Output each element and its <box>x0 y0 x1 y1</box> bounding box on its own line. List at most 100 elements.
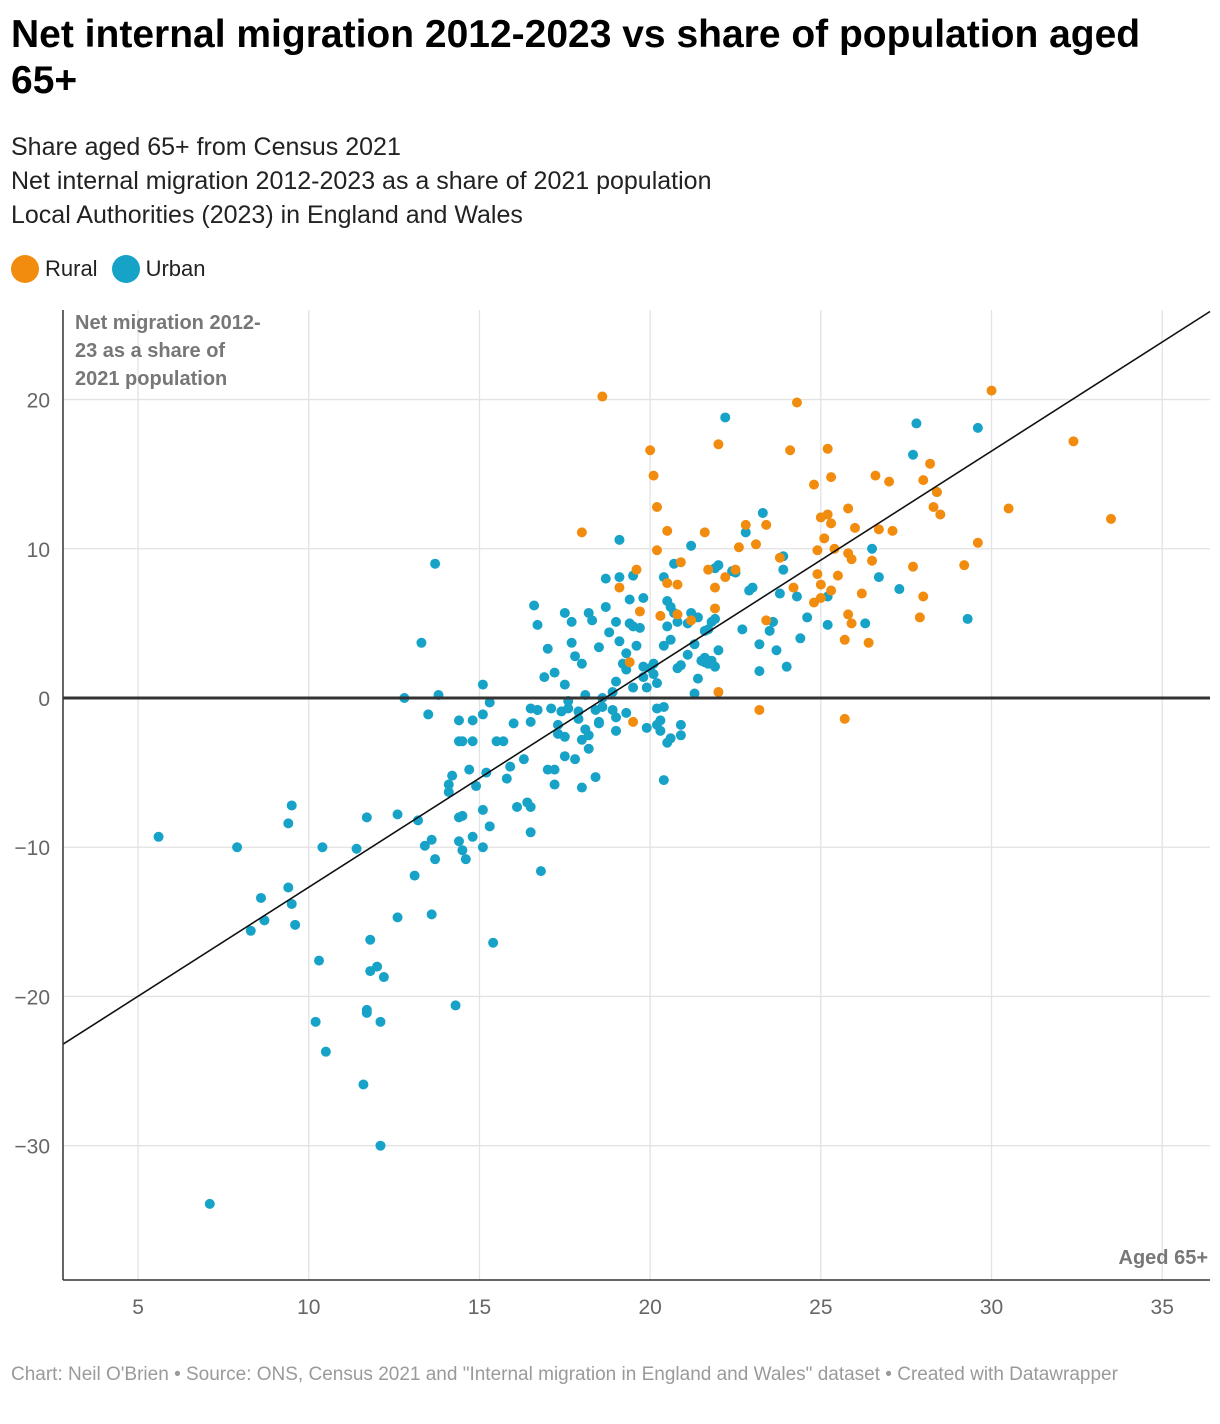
data-point-rural <box>699 527 710 538</box>
data-point-urban <box>675 730 686 741</box>
data-point-rural <box>843 609 854 620</box>
data-point-rural <box>1003 503 1014 514</box>
data-point-urban <box>583 730 594 741</box>
data-point-rural <box>826 472 837 483</box>
data-point-urban <box>737 624 748 635</box>
data-point-rural <box>832 570 843 581</box>
data-point-rural <box>785 445 796 456</box>
data-point-urban <box>375 1016 386 1027</box>
data-point-urban <box>583 743 594 754</box>
data-point-urban <box>286 898 297 909</box>
data-point-urban <box>290 919 301 930</box>
data-point-rural <box>822 443 833 454</box>
data-point-urban <box>665 733 676 744</box>
legend-swatch-urban <box>111 255 140 283</box>
data-point-urban <box>570 651 581 662</box>
data-point-rural <box>651 545 662 556</box>
data-point-urban <box>566 637 577 648</box>
data-point-rural <box>1068 436 1079 447</box>
data-point-rural <box>662 578 673 589</box>
data-point-rural <box>645 445 656 456</box>
data-point-urban <box>467 831 478 842</box>
data-point-urban <box>426 834 437 845</box>
data-point-urban <box>611 725 622 736</box>
data-point-rural <box>843 503 854 514</box>
data-point-urban <box>378 972 389 983</box>
data-point-urban <box>614 534 625 545</box>
data-point-urban <box>720 412 731 423</box>
data-point-rural <box>846 554 857 565</box>
data-point-urban <box>774 588 785 599</box>
data-point-urban <box>464 764 475 775</box>
subtitle-line-2: Net internal migration 2012-2023 as a sh… <box>11 167 712 195</box>
data-point-urban <box>423 709 434 720</box>
data-point-urban <box>764 625 775 636</box>
data-point-urban <box>204 1198 215 1209</box>
data-point-urban <box>314 955 325 966</box>
data-point-urban <box>710 661 721 672</box>
data-point-urban <box>467 736 478 747</box>
x-tick-label: 35 <box>1151 1296 1174 1319</box>
y-tick-label: 10 <box>27 539 50 562</box>
data-point-urban <box>477 842 488 853</box>
data-point-urban <box>361 812 372 823</box>
data-point-urban <box>911 418 922 429</box>
data-point-urban <box>525 716 536 727</box>
data-point-urban <box>549 667 560 678</box>
data-point-urban <box>662 621 673 632</box>
data-point-rural <box>774 552 785 563</box>
data-point-urban <box>604 627 615 638</box>
data-point-urban <box>703 624 714 635</box>
y-tick-label: 20 <box>27 390 50 413</box>
data-point-urban <box>320 1046 331 1057</box>
data-point-urban <box>713 645 724 656</box>
data-point-urban <box>822 619 833 630</box>
data-point-urban <box>372 961 383 972</box>
data-point-urban <box>392 809 403 820</box>
data-point-urban <box>488 937 499 948</box>
data-point-rural <box>867 555 878 566</box>
data-point-rural <box>812 569 823 580</box>
subtitle-line-3: Local Authorities (2023) in England and … <box>11 201 523 229</box>
data-point-urban <box>860 618 871 629</box>
data-point-urban <box>576 658 587 669</box>
data-point-rural <box>672 609 683 620</box>
chart-legend: Rural Urban <box>11 255 220 283</box>
data-point-urban <box>791 591 802 602</box>
data-point-rural <box>631 564 642 575</box>
data-point-rural <box>614 582 625 593</box>
data-point-urban <box>532 704 543 715</box>
data-point-urban <box>413 815 424 826</box>
data-point-rural <box>918 591 929 602</box>
data-point-urban <box>634 622 645 633</box>
data-point-urban <box>539 672 550 683</box>
data-point-urban <box>655 725 666 736</box>
data-point-urban <box>559 679 570 690</box>
data-point-urban <box>477 709 488 720</box>
chart-footer: Chart: Neil O'Brien • Source: ONS, Censu… <box>11 1364 1118 1385</box>
data-point-rural <box>624 657 635 668</box>
data-point-urban <box>457 845 468 856</box>
data-point-urban <box>559 731 570 742</box>
data-point-rural <box>959 560 970 571</box>
data-point-urban <box>443 787 454 798</box>
y-axis-title-line: 23 as a share of <box>75 340 225 362</box>
data-point-rural <box>829 543 840 554</box>
data-point-urban <box>467 715 478 726</box>
data-point-urban <box>590 772 601 783</box>
y-axis-title-line: 2021 population <box>75 368 227 390</box>
data-point-urban <box>358 1079 369 1090</box>
y-tick-label: −10 <box>14 837 50 860</box>
legend-label-urban: Urban <box>145 256 206 281</box>
data-point-urban <box>628 682 639 693</box>
data-point-rural <box>918 475 929 486</box>
data-point-urban <box>607 704 618 715</box>
data-point-rural <box>662 525 673 536</box>
data-point-rural <box>863 637 874 648</box>
data-point-urban <box>310 1016 321 1027</box>
data-point-urban <box>757 507 768 518</box>
data-point-rural <box>675 557 686 568</box>
data-point-urban <box>477 679 488 690</box>
data-point-rural <box>846 618 857 629</box>
data-point-urban <box>631 640 642 651</box>
